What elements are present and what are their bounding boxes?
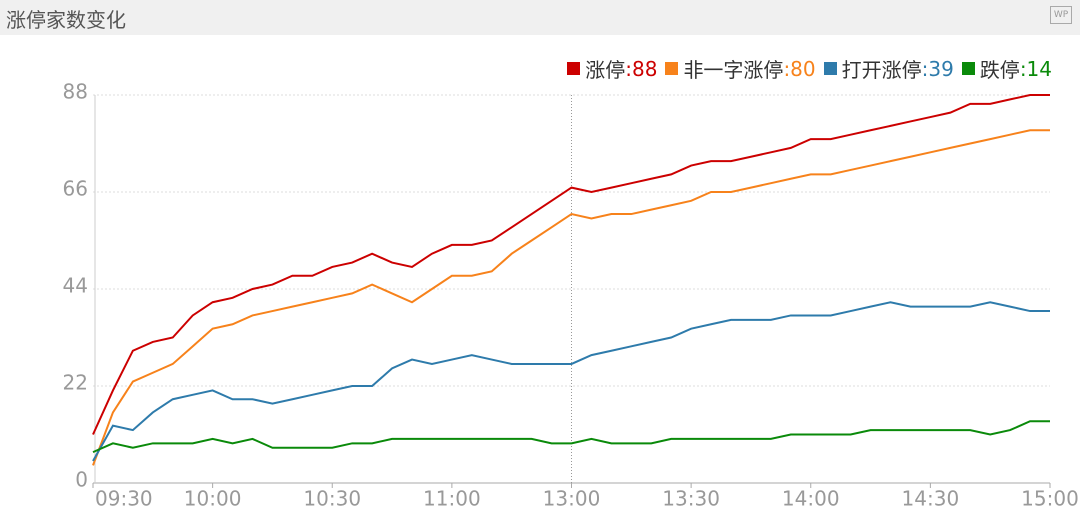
legend-value: :88: [625, 56, 658, 81]
series-line: [92, 301, 1050, 462]
chart-title: 涨停家数变化: [6, 8, 126, 32]
x-tick-label: 13:30: [662, 487, 720, 511]
icon[interactable]: WP: [1050, 6, 1072, 24]
legend-value: :14: [1019, 56, 1052, 81]
series-line: [92, 94, 1050, 435]
series-line: [92, 420, 1050, 454]
x-tick-label: 13:00: [543, 487, 601, 511]
x-tick-label: 14:30: [902, 487, 960, 511]
legend-swatch: [961, 62, 975, 75]
x-tick-label: 09:30: [95, 487, 153, 511]
x-tick-label: 14:00: [782, 487, 840, 511]
y-tick-label: 44: [63, 274, 88, 298]
y-tick-label: 22: [63, 371, 88, 395]
legend-item[interactable]: 涨停:88: [567, 54, 657, 83]
legend-name: 非一字涨停: [683, 58, 784, 82]
legend-value: :39: [921, 56, 954, 81]
legend-value: :80: [783, 56, 816, 81]
legend-name: 打开涨停: [841, 58, 922, 82]
legend-item[interactable]: 跌停:14: [961, 54, 1052, 83]
y-tick-label: 66: [63, 177, 88, 201]
x-tick-label: 15:00: [1021, 487, 1079, 511]
legend-swatch: [665, 62, 679, 75]
series-line: [92, 129, 1050, 466]
y-tick-label: 88: [63, 80, 88, 104]
legend-item[interactable]: 打开涨停:39: [823, 54, 954, 83]
legend-swatch: [823, 62, 837, 75]
legend-name: 涨停: [585, 58, 626, 82]
x-tick-label: 10:00: [184, 487, 242, 511]
legend-item[interactable]: 非一字涨停:80: [665, 54, 816, 83]
legend: 涨停:88 非一字涨停:80 打开涨停:39 跌停:14: [559, 54, 1052, 83]
y-tick-label: 0: [75, 468, 88, 492]
x-tick-label: 10:30: [303, 487, 361, 511]
legend-name: 跌停: [979, 58, 1020, 82]
x-tick-label: 11:00: [423, 487, 481, 511]
legend-swatch: [567, 62, 581, 75]
header-bar: 涨停家数变化 WP: [0, 0, 1080, 35]
